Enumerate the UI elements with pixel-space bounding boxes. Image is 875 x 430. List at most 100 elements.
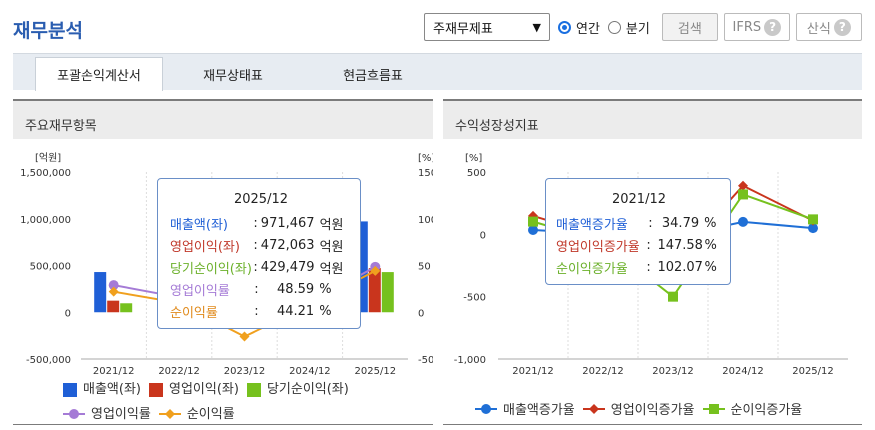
tooltip-unit: 억원: [319, 239, 344, 255]
legend-label: 순이익증가율: [730, 403, 803, 418]
legend-item[interactable]: 영업이익증가율: [582, 399, 695, 418]
tooltip-label: 영업이익증가율: [556, 239, 640, 255]
tab-income-statement[interactable]: 포괄손익계산서: [35, 57, 163, 91]
bar: [120, 303, 133, 313]
panel-title: 주요재무항목: [13, 99, 433, 139]
chart-tooltip: 2021/12 매출액증가율:34.79% 영업이익증가율:147.58% 순이익증…: [545, 178, 731, 285]
legend-item[interactable]: 매출액(좌): [63, 379, 141, 400]
y-tick-label-left: 1,500,000: [20, 168, 71, 179]
line-point: [239, 331, 250, 342]
toolbar: 주재무제표 ▼ 연간 분기 검색 IFRS ? 산식 ?: [424, 12, 862, 42]
tab-balance-sheet[interactable]: 재무상태표: [203, 68, 263, 84]
legend-marker-icon: [475, 403, 497, 414]
tooltip-separator: :: [253, 259, 258, 275]
y-tick-label-left: -500,000: [26, 355, 71, 366]
tooltip-row: 당기순이익(좌):429,479 억원: [170, 256, 352, 278]
line-point: [668, 291, 678, 302]
line-point: [738, 180, 748, 191]
y-tick-label-right: 150: [418, 168, 433, 179]
tooltip-value: 147.58: [657, 237, 703, 253]
y-tick-label-right: 50: [418, 262, 431, 273]
y-tick-label: -500: [463, 293, 486, 304]
y-axis-right-label: [%]: [418, 153, 433, 164]
x-tick-label: 2023/12: [224, 366, 266, 377]
tooltip-value: 472,063: [260, 237, 315, 253]
search-button[interactable]: 검색: [661, 13, 718, 41]
tooltip-unit: %: [319, 281, 332, 297]
y-tick-label-right: -50: [418, 355, 433, 366]
legend-marker-icon: [702, 403, 725, 414]
legend-marker-icon: [582, 403, 605, 414]
legend-dot-icon: [481, 403, 491, 414]
tooltip-separator: :: [253, 237, 258, 253]
legend-label: 매출액증가율: [503, 403, 575, 418]
growth-indicators-panel: 수익성장성지표 [%] 500 0 -500 -1,000 2021/12 2022/12 2…: [443, 99, 862, 425]
tooltip-label: 매출액증가율: [556, 217, 628, 233]
legend-diamond-icon: [164, 409, 175, 419]
legend-marker-icon: [148, 382, 163, 397]
line-point: [808, 214, 818, 225]
y-tick-label: -1,000: [454, 355, 486, 366]
page-title: 재무분석: [13, 20, 83, 42]
help-icon: ?: [764, 18, 782, 36]
line-point: [528, 224, 538, 235]
tooltip-separator: :: [646, 259, 651, 275]
radio-quarter[interactable]: 분기: [607, 18, 650, 37]
legend-item[interactable]: 순이익증가율: [702, 399, 803, 418]
legend-diamond-icon: [588, 403, 599, 414]
legend-label: 영업이익증가율: [610, 403, 695, 418]
x-tick-label: 2021/12: [93, 366, 135, 377]
legend-label: 당기순이익(좌): [266, 382, 349, 397]
chevron-down-icon: ▼: [532, 20, 541, 34]
bar: [94, 272, 107, 313]
x-tick-label: 2021/12: [512, 366, 554, 377]
formula-button[interactable]: 산식 ?: [795, 13, 862, 41]
radio-unselected-icon: [607, 20, 621, 34]
tooltip-row: 영업이익증가율:147.58%: [556, 234, 722, 256]
legend-item[interactable]: 당기순이익(좌): [246, 379, 349, 400]
legend-marker-icon: [63, 409, 85, 419]
tooltip-value: 48.59: [276, 281, 315, 297]
line-point: [808, 223, 818, 234]
legend-dot-icon: [69, 409, 79, 419]
radio-selected-icon: [558, 20, 571, 34]
chart-tooltip: 2025/12 매출액(좌):971,467 억원 영업이익(좌):472,063 억…: [157, 178, 361, 329]
tooltip-label: 순이익률: [170, 305, 218, 321]
y-axis-left-label: [억원]: [35, 152, 61, 164]
legend-square-icon: [148, 382, 163, 397]
legend-square-icon: [63, 382, 77, 397]
line-point: [528, 216, 538, 227]
key-financials-panel: 주요재무항목 [억원] [%] 1,500,000 1,000,000 500,000 0…: [13, 99, 433, 425]
legend-item[interactable]: 영업이익률: [63, 404, 151, 425]
tooltip-separator: :: [254, 303, 259, 319]
tooltip-row: 순이익증가율:102.07%: [556, 256, 722, 278]
tooltip-label: 영업이익률: [170, 283, 230, 299]
legend-item[interactable]: 영업이익(좌): [148, 379, 239, 400]
y-tick-label-left: 1,000,000: [20, 215, 71, 226]
tooltip-unit: %: [704, 259, 717, 275]
y-tick-label: 500: [467, 168, 486, 179]
tooltip-separator: :: [254, 281, 259, 297]
legend-item[interactable]: 매출액증가율: [475, 399, 575, 418]
line-point: [738, 216, 748, 227]
legend-square-icon: [708, 403, 719, 414]
tooltip-row: 영업이익률: 48.59%: [170, 278, 352, 300]
ifrs-button[interactable]: IFRS ?: [723, 13, 790, 41]
tooltip-unit: %: [704, 215, 717, 231]
tooltip-separator: :: [648, 215, 653, 231]
tooltip-row: 매출액(좌):971,467 억원: [170, 212, 352, 234]
y-tick-label-right: 100: [418, 215, 433, 226]
bar: [368, 268, 381, 313]
radio-annual[interactable]: 연간: [558, 18, 600, 37]
tab-cash-flow[interactable]: 현금흐름표: [343, 68, 403, 84]
x-tick-label: 2025/12: [792, 366, 834, 377]
tooltip-value: 102.07: [657, 259, 703, 275]
tooltip-label: 당기순이익(좌): [170, 261, 252, 277]
statement-select[interactable]: 주재무제표 ▼: [424, 13, 550, 41]
legend-label: 영업이익(좌): [168, 382, 239, 397]
tooltip-unit: 억원: [319, 217, 344, 233]
tooltip-label: 순이익증가율: [556, 261, 628, 277]
legend-item[interactable]: 순이익률: [158, 404, 235, 425]
legend-marker-icon: [63, 382, 77, 397]
